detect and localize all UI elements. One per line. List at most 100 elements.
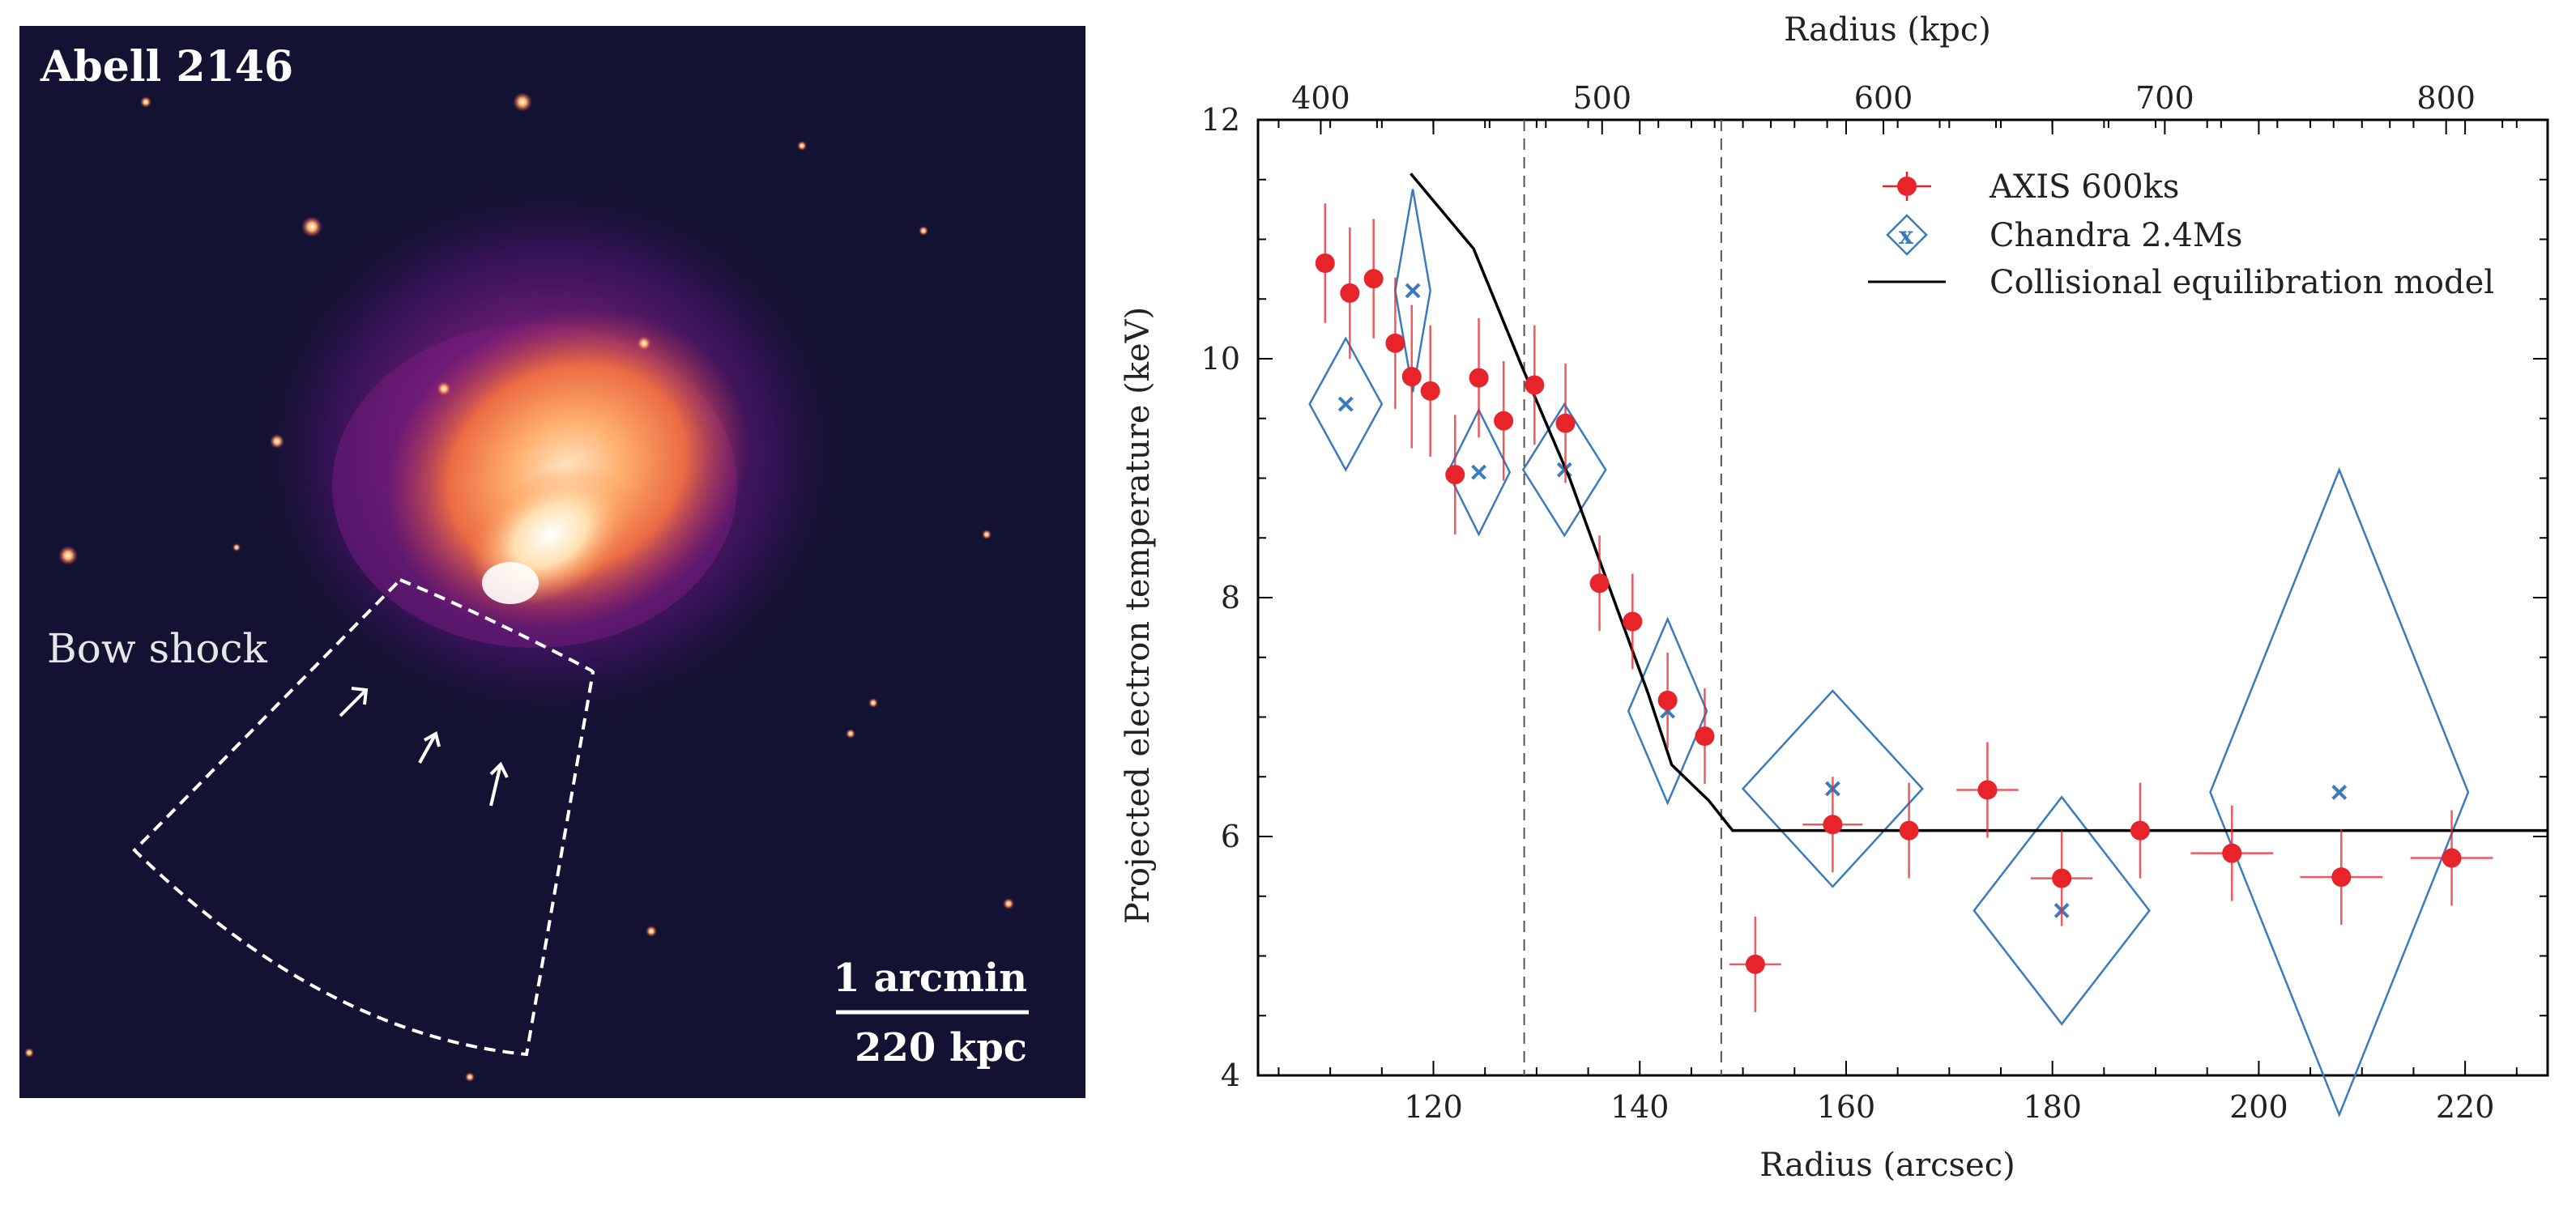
legend-axis-label: AXIS 600ks	[1989, 168, 2179, 206]
axis-point	[2222, 843, 2242, 863]
x-tick-label: 220	[2436, 1089, 2495, 1125]
top-tick-label: 700	[2135, 80, 2194, 116]
point-source	[140, 96, 151, 108]
chandra-error-diamond	[1521, 402, 1607, 538]
scale-bar-physical: 220 kpc	[855, 1025, 1027, 1071]
point-source	[301, 216, 322, 237]
top-tick-label: 500	[1572, 80, 1631, 116]
shock-arrows	[339, 687, 509, 807]
bow-shock-label: Bow shock	[47, 625, 268, 672]
x-tick-label: 120	[1404, 1089, 1463, 1125]
axis-point	[1657, 690, 1678, 710]
chandra-error-diamond	[1973, 795, 2151, 1026]
legend-chandra-label: Chandra 2.4Ms	[1990, 217, 2242, 254]
legend: AXIS 600ks x Chandra 2.4Ms Collisional e…	[1868, 168, 2494, 301]
axis-point	[1401, 367, 1422, 387]
cool-core-tip	[482, 562, 539, 604]
chandra-series	[1308, 189, 2470, 1118]
axis-point	[1385, 333, 1405, 353]
axis-point	[1745, 954, 1765, 974]
x-tick-label: 200	[2229, 1089, 2288, 1125]
axis-point	[1555, 413, 1576, 433]
chandra-point	[1405, 283, 1421, 299]
axis-point	[2331, 867, 2352, 888]
chandra-point	[1337, 396, 1354, 412]
axis-point	[1823, 815, 1843, 835]
axis-ticks: 120 140 160 180 200 220 400 500 600 700 800 4 6 8 10 12	[1201, 80, 2548, 1125]
point-source	[797, 141, 807, 151]
axis-point	[2442, 848, 2462, 868]
axis-point	[1469, 368, 1489, 388]
point-source	[1003, 898, 1014, 909]
chandra-error-diamond	[1627, 616, 1708, 806]
x-tick-label: 180	[2023, 1089, 2082, 1125]
temperature-profile-panel: 120 140 160 180 200 220 400 500 600 700 800 4 6 8 10 12…	[1077, 0, 2576, 1206]
legend-chandra-marker	[1886, 214, 1928, 256]
point-source	[646, 926, 657, 937]
bow-shock-region	[132, 577, 595, 1057]
axis-point	[1363, 269, 1384, 289]
top-axis-label: Radius (kpc)	[1784, 11, 1991, 49]
chandra-error-diamond	[1394, 189, 1431, 393]
point-source	[868, 698, 878, 708]
point-source	[513, 92, 532, 112]
xray-image: Abell 2146 Bow shock 1 arcmin 220 kpc	[19, 26, 1085, 1098]
x-axis-label: Radius (arcsec)	[1759, 1147, 2015, 1184]
arrow-icon	[489, 764, 502, 807]
chandra-error-diamond	[1446, 407, 1512, 537]
axis-point	[1494, 411, 1514, 431]
model-series	[1410, 172, 2548, 832]
chandra-error-diamond	[2209, 466, 2470, 1118]
point-source	[637, 336, 651, 351]
y-tick-label: 8	[1221, 580, 1240, 615]
top-tick-label: 800	[2416, 80, 2476, 116]
axis-point	[1340, 283, 1360, 303]
chandra-error-diamond	[1741, 689, 1924, 888]
axis-point	[1315, 253, 1335, 273]
y-tick-label: 10	[1201, 341, 1240, 377]
axis-point	[2052, 868, 2072, 888]
top-tick-label: 400	[1291, 80, 1350, 116]
y-axis-label: Projected electron temperature (keV)	[1120, 307, 1157, 924]
axis-point	[1899, 820, 1919, 841]
axis-point	[1695, 726, 1715, 747]
point-source	[58, 546, 78, 565]
arrow-icon	[339, 688, 368, 717]
point-source	[919, 226, 928, 236]
point-source	[232, 543, 241, 551]
arrow-icon	[418, 733, 437, 764]
axis-point	[1623, 611, 1643, 632]
y-tick-label: 12	[1201, 102, 1240, 138]
point-source	[465, 1072, 475, 1082]
model-curve	[1410, 172, 2548, 832]
y-tick-label: 6	[1221, 819, 1240, 854]
axis-point	[1420, 381, 1440, 401]
point-source	[982, 530, 992, 539]
axis-point	[1445, 465, 1465, 485]
axis-series	[1315, 203, 2493, 1012]
top-tick-label: 600	[1854, 80, 1913, 116]
chandra-point	[2331, 785, 2348, 800]
point-source	[270, 434, 284, 449]
chandra-point	[1556, 462, 1572, 478]
legend-axis-marker	[1897, 177, 1917, 196]
point-source	[846, 729, 855, 739]
reference-lines	[1523, 120, 1722, 1075]
axis-point	[1977, 780, 1998, 800]
axis-point	[1525, 375, 1545, 395]
chandra-error-diamond	[1308, 336, 1384, 472]
point-source	[437, 381, 451, 396]
plot-frame	[1256, 118, 2549, 1077]
scale-bar-angular: 1 arcmin	[833, 956, 1027, 1001]
point-source	[24, 1048, 34, 1058]
chandra-point	[1471, 464, 1486, 480]
cluster-name: Abell 2146	[40, 42, 293, 92]
xray-image-panel: Abell 2146 Bow shock 1 arcmin 220 kpc	[0, 0, 1102, 1206]
axis-point	[2130, 820, 2150, 841]
legend-model-label: Collisional equilibration model	[1990, 264, 2494, 301]
axis-point	[1589, 573, 1610, 594]
y-tick-label: 4	[1221, 1058, 1240, 1093]
legend-chandra-cross: x	[1899, 222, 1914, 250]
x-tick-label: 140	[1610, 1089, 1670, 1125]
